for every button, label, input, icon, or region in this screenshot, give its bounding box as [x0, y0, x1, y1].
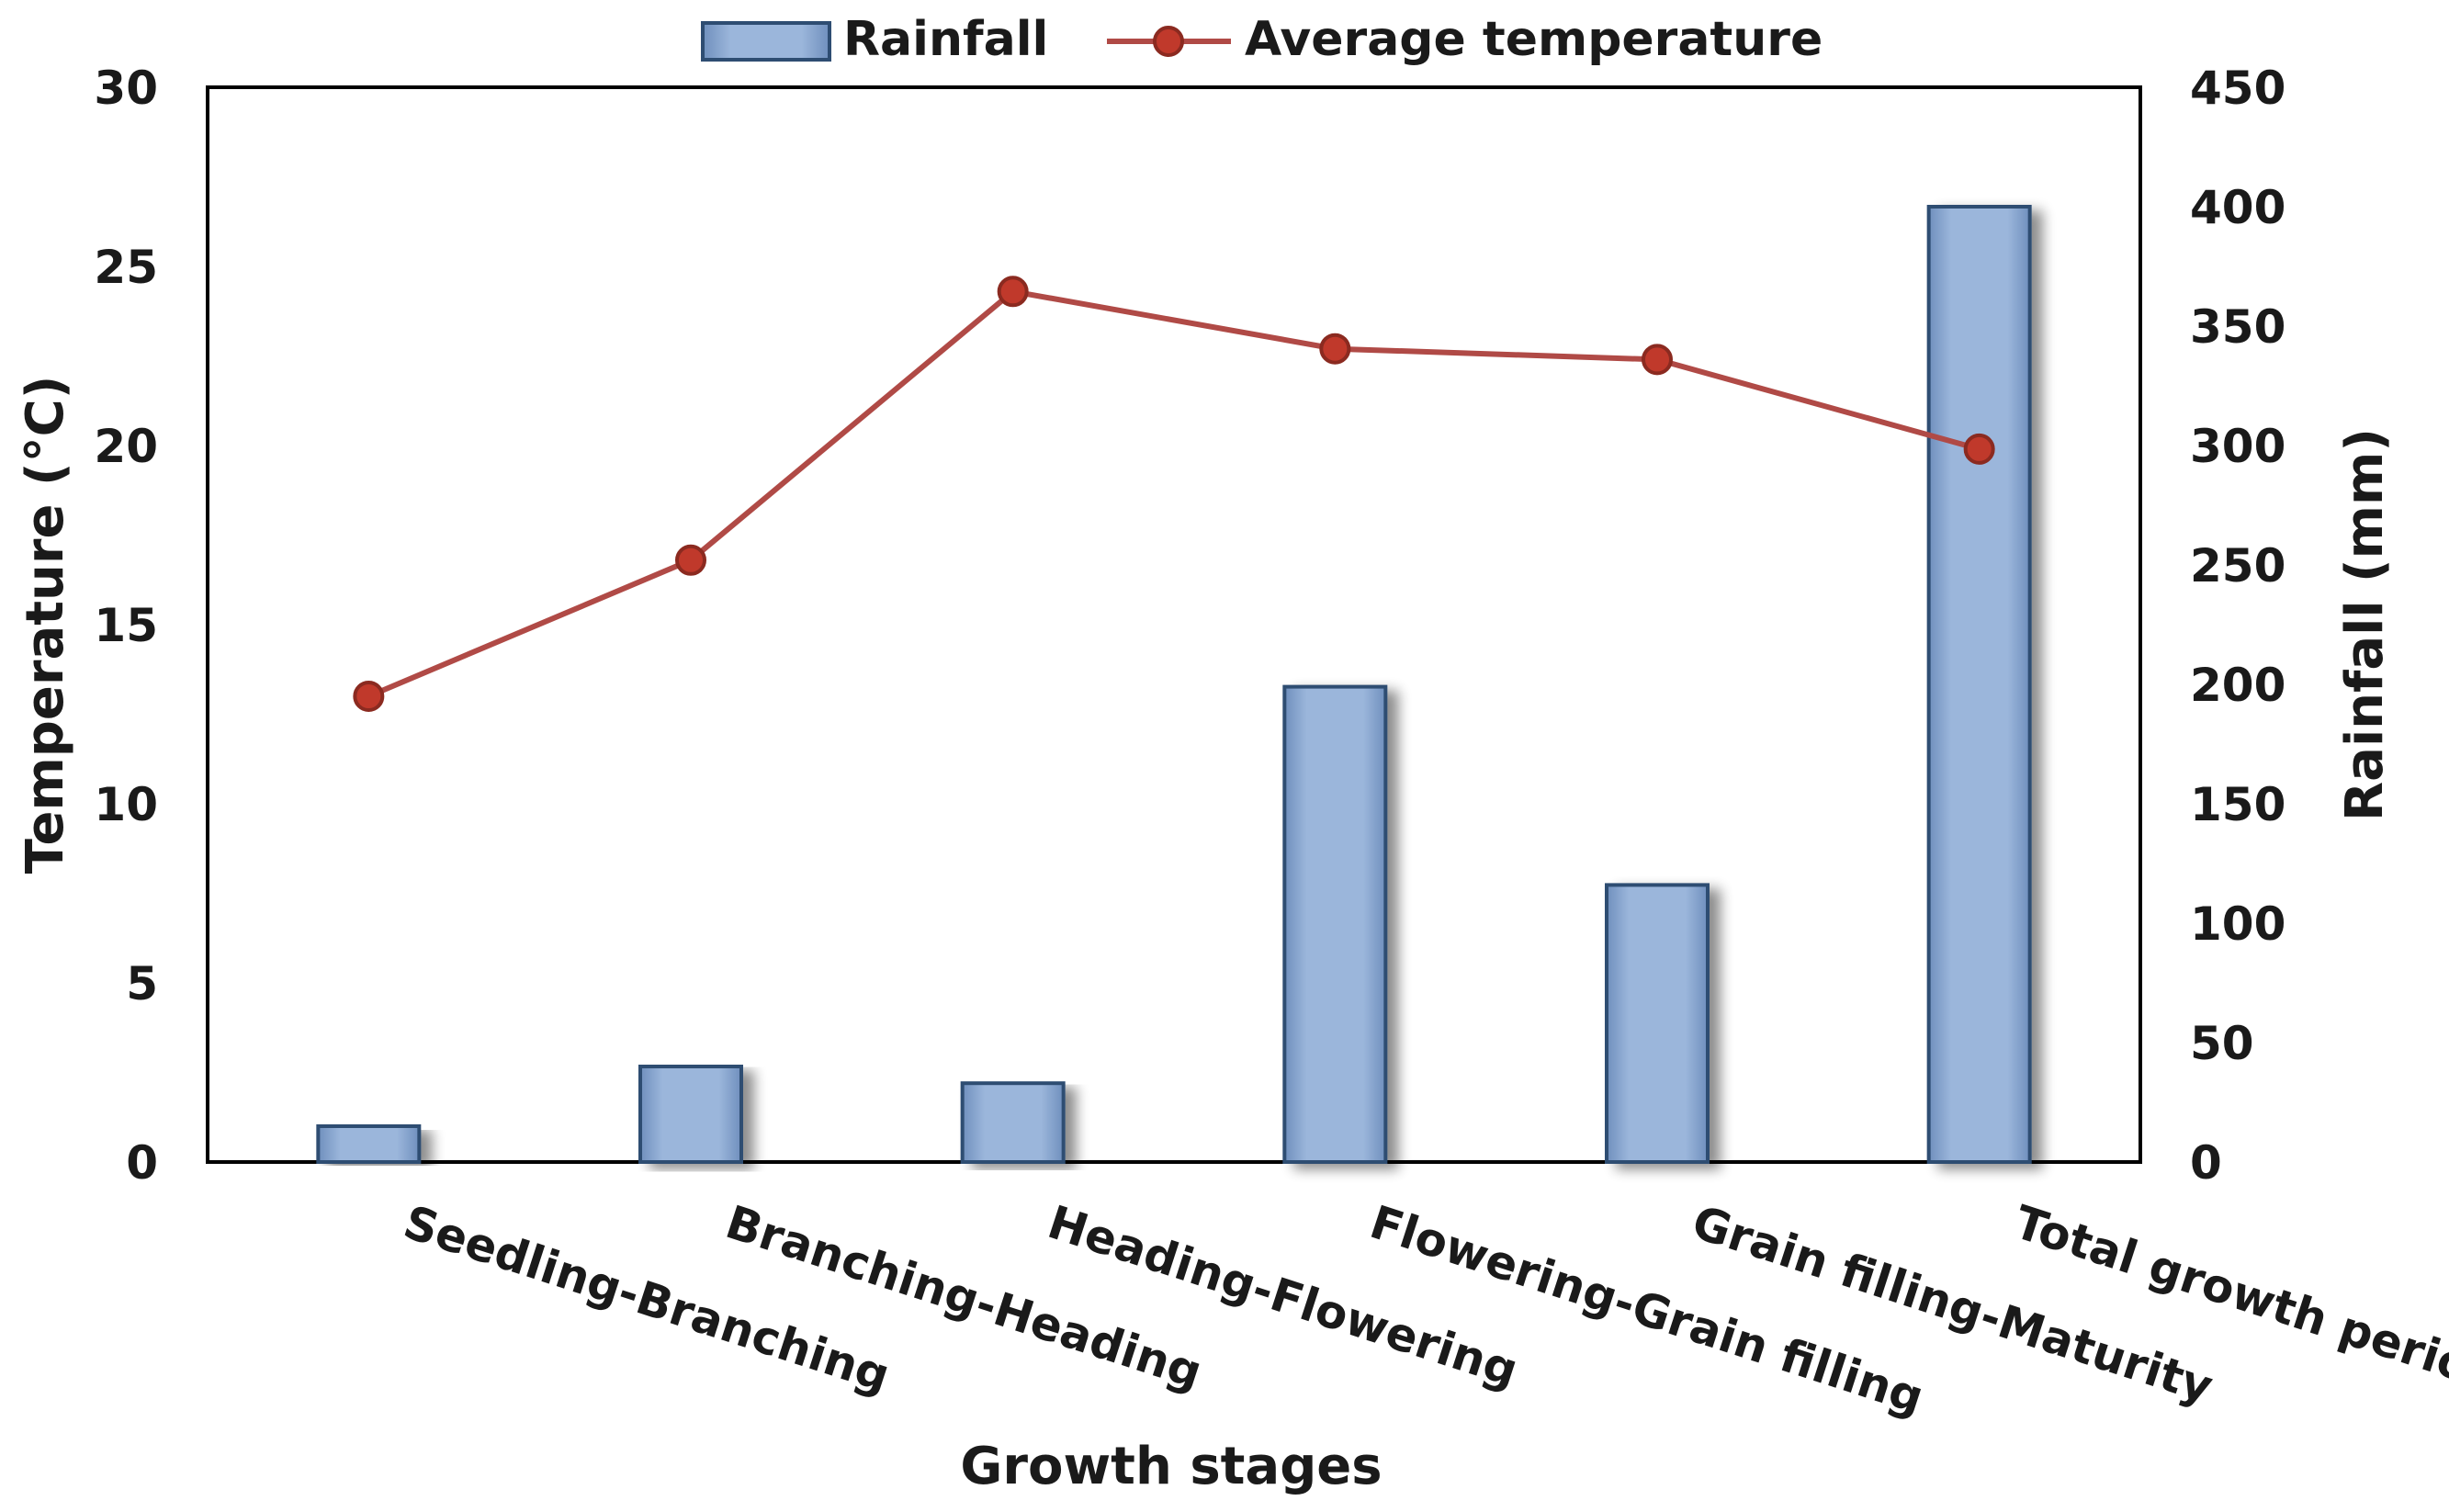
y-right-tick-label: 450: [2190, 62, 2285, 115]
x-axis-tick-labels: Seedling-BranchingBranching-HeadingHeadi…: [398, 1195, 2449, 1425]
y-right-tick-label: 200: [2190, 659, 2285, 712]
x-tick-label: Flowering-Grain filling: [1364, 1195, 1930, 1425]
y-right-tick-label: 0: [2190, 1136, 2222, 1190]
legend-item-average-temperature: Average temperature: [1107, 12, 1823, 67]
y-right-tick-label: 150: [2190, 778, 2285, 831]
temperature-point-1: [675, 544, 706, 576]
x-tick-label: Grain filling-Maturity: [1686, 1195, 2218, 1414]
legend-rainfall-label: Rainfall: [843, 12, 1048, 67]
bar-4: [1605, 883, 1710, 1165]
y-left-tick-label: 10: [94, 778, 158, 831]
temperature-point-2: [997, 276, 1029, 308]
bar-2: [960, 1081, 1066, 1164]
legend: Rainfall Average temperature: [701, 12, 1823, 67]
y-right-tick-label: 50: [2190, 1017, 2254, 1070]
legend-item-rainfall: Rainfall: [701, 12, 1048, 67]
y-right-tick-label: 400: [2190, 181, 2285, 234]
right-axis-ticks: 0 50 100 150 200 250 300 350 400 450: [2190, 62, 2285, 1190]
y-axis-left-title: Temperature (°C): [16, 376, 75, 874]
bar-0: [316, 1124, 422, 1164]
temperature-series: [353, 276, 1995, 712]
y-left-tick-label: 5: [126, 957, 158, 1010]
left-axis-ticks: 0 5 10 15 20 25 30: [94, 62, 158, 1190]
legend-temperature-marker: [1153, 26, 1184, 57]
y-left-tick-label: 30: [94, 62, 158, 115]
y-right-tick-label: 300: [2190, 420, 2285, 473]
plot-area: [206, 85, 2142, 1164]
y-axis-right-title: Rainfall (mm): [2335, 428, 2395, 821]
temperature-point-5: [1963, 433, 1995, 465]
y-right-tick-label: 100: [2190, 897, 2285, 951]
x-axis-title: Growth stages: [960, 1437, 1382, 1496]
bar-1: [638, 1065, 743, 1164]
y-right-tick-label: 350: [2190, 300, 2285, 354]
temperature-point-4: [1642, 344, 1673, 376]
temperature-point-3: [1319, 333, 1351, 365]
y-left-tick-label: 0: [126, 1136, 158, 1190]
temperature-point-0: [353, 681, 385, 712]
bar-5: [1926, 205, 2032, 1164]
temperature-line: [367, 288, 1981, 699]
legend-temperature-label: Average temperature: [1245, 12, 1823, 67]
bar-3: [1282, 684, 1388, 1164]
legend-rainfall-swatch: [701, 21, 831, 62]
y-left-tick-label: 20: [94, 420, 158, 473]
rainfall-bars: [316, 205, 2032, 1165]
y-left-tick-label: 25: [94, 241, 158, 294]
y-left-tick-label: 15: [94, 599, 158, 652]
y-right-tick-label: 250: [2190, 539, 2285, 592]
